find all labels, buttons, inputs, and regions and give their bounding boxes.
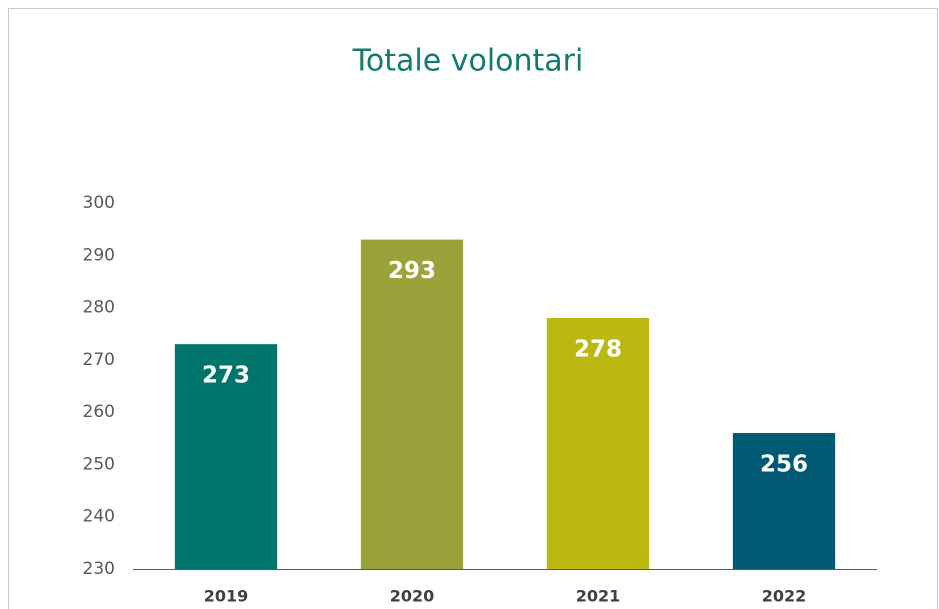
chart-title: Totale volontari (352, 44, 584, 79)
value-label: 278 (574, 337, 622, 363)
bar (732, 433, 836, 569)
y-tick-label: 280 (83, 298, 115, 318)
y-tick-label: 250 (83, 454, 115, 474)
y-tick-label: 260 (83, 402, 115, 422)
x-tick-label: 2021 (576, 587, 621, 606)
bar (546, 318, 650, 569)
y-tick-label: 300 (83, 193, 115, 213)
x-tick-label: 2019 (204, 587, 249, 606)
bar (360, 239, 464, 569)
x-tick-label: 2020 (390, 587, 435, 606)
value-label: 256 (760, 452, 808, 478)
y-tick-label: 290 (83, 245, 115, 265)
bar (174, 344, 278, 569)
value-label: 273 (202, 363, 250, 389)
y-tick-label: 270 (83, 350, 115, 370)
x-tick-label: 2022 (762, 587, 807, 606)
y-tick-label: 240 (83, 507, 115, 527)
value-label: 293 (388, 258, 436, 284)
y-tick-label: 230 (83, 559, 115, 579)
